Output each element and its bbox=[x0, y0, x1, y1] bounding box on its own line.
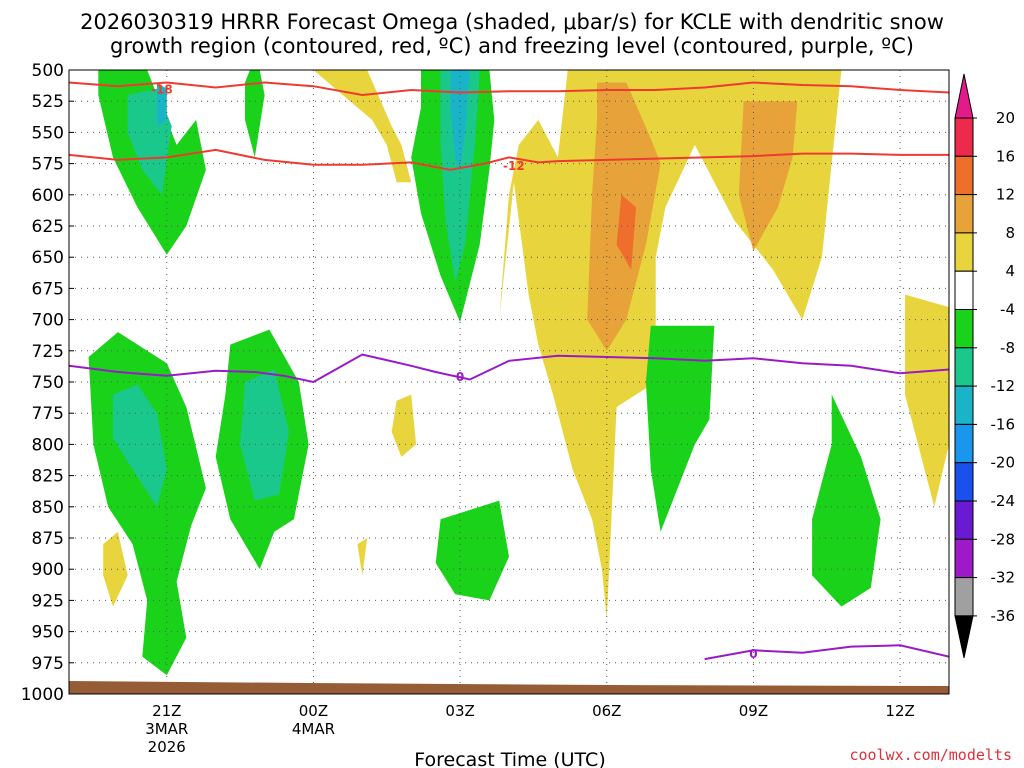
colorbar-label--16: -16 bbox=[991, 415, 1016, 433]
y-tick-label-925: 925 bbox=[32, 591, 64, 611]
omega-region-12-10 bbox=[616, 194, 637, 270]
y-axis: 500 525 550 575 600 625 650 675 700 725 750 775 800 8… bbox=[21, 61, 74, 705]
y-tick-label-825: 825 bbox=[32, 467, 64, 487]
y-tick-label-800: 800 bbox=[32, 435, 64, 455]
omega-region--12-14 bbox=[113, 384, 167, 507]
colorbar-label-8: 8 bbox=[1005, 224, 1015, 242]
omega-region-4-4 bbox=[313, 70, 412, 183]
y-tick-label-750: 750 bbox=[32, 373, 64, 393]
colorbar-label-20: 20 bbox=[996, 109, 1015, 127]
y-tick-label-700: 700 bbox=[32, 311, 64, 331]
contour-label-3: 0 bbox=[749, 647, 757, 661]
omega-region--8-13 bbox=[88, 332, 206, 676]
y-tick-label-675: 675 bbox=[32, 279, 64, 299]
colorbar-swatch-1 bbox=[954, 155, 974, 196]
y-tick-label-1000: 1000 bbox=[21, 685, 64, 705]
omega-region--16-2 bbox=[157, 82, 167, 127]
colorbar-swatch-2 bbox=[954, 194, 974, 234]
colorbar-swatch-10 bbox=[954, 500, 974, 540]
x-axis-label: Forecast Time (UTC) bbox=[414, 749, 605, 768]
y-tick-label-975: 975 bbox=[32, 654, 64, 674]
colorbar-swatch-9 bbox=[954, 462, 974, 502]
contour-label-2: 0 bbox=[456, 370, 464, 384]
omega-region--8-3 bbox=[245, 70, 265, 158]
y-tick-label-550: 550 bbox=[32, 123, 64, 143]
contour-label-1: -12 bbox=[503, 159, 525, 173]
chart-title-line2: growth region (contoured, red, ºC) and f… bbox=[110, 34, 914, 58]
colorbar-label--4: -4 bbox=[1000, 301, 1015, 319]
x-tick-date-00Z: 4MAR bbox=[292, 720, 335, 738]
colorbar-swatch-6 bbox=[954, 347, 974, 387]
x-tick-label-21Z: 21Z bbox=[152, 702, 181, 720]
colorbar-label--32: -32 bbox=[991, 569, 1016, 587]
colorbar-label--20: -20 bbox=[991, 454, 1016, 472]
y-tick-label-850: 850 bbox=[32, 498, 64, 518]
y-tick-label-600: 600 bbox=[32, 186, 64, 206]
omega-region--8-12 bbox=[645, 325, 715, 532]
y-tick-label-650: 650 bbox=[32, 248, 64, 268]
omega-region--16-7 bbox=[450, 70, 470, 170]
colorbar-label--8: -8 bbox=[1000, 339, 1015, 357]
omega-region--8-18 bbox=[435, 500, 509, 601]
y-tick-label-500: 500 bbox=[32, 61, 64, 81]
y-tick-label-525: 525 bbox=[32, 92, 64, 112]
colorbar-swatch-12 bbox=[954, 577, 974, 617]
omega-region--12-16 bbox=[240, 369, 289, 501]
colorbar-label-16: 16 bbox=[996, 147, 1015, 165]
colorbar-label-4: 4 bbox=[1005, 262, 1015, 280]
terrain bbox=[69, 681, 949, 694]
contour-label-0: -18 bbox=[151, 83, 173, 97]
colorbar-label--24: -24 bbox=[991, 492, 1016, 510]
colorbar-label-12: 12 bbox=[996, 186, 1015, 204]
y-tick-label-625: 625 bbox=[32, 217, 64, 237]
colorbar-label--28: -28 bbox=[991, 530, 1016, 548]
x-tick-label-06Z: 06Z bbox=[592, 702, 621, 720]
contour-line-2 bbox=[69, 353, 949, 384]
terrain-fill bbox=[69, 681, 949, 694]
colorbar-swatch-0 bbox=[954, 117, 974, 157]
colorbar-bottom-arrow bbox=[954, 615, 974, 659]
omega-region-4-8 bbox=[489, 70, 949, 620]
contour-line-1 bbox=[69, 148, 949, 171]
omega-region--12-6 bbox=[440, 70, 480, 283]
y-tick-label-575: 575 bbox=[32, 155, 64, 175]
colorbar: 20 16 12 8 4 -4 -8 -12 -16 -20 -24 -28 -32 -36 bbox=[954, 73, 1016, 659]
y-tick-label-875: 875 bbox=[32, 529, 64, 549]
x-tick-label-12Z: 12Z bbox=[885, 702, 914, 720]
contour-line-3 bbox=[704, 644, 949, 661]
colorbar-swatch-11 bbox=[954, 538, 974, 579]
y-tick-label-725: 725 bbox=[32, 342, 64, 362]
omega-region-8-11 bbox=[738, 101, 798, 251]
omega-shading bbox=[88, 70, 949, 676]
x-tick-year-21Z: 2026 bbox=[148, 738, 186, 756]
y-tick-label-775: 775 bbox=[32, 404, 64, 424]
colorbar-top-arrow bbox=[954, 73, 974, 119]
omega-region--8-19 bbox=[812, 394, 881, 607]
temperature-contours: -18 -12 0 0 bbox=[69, 81, 949, 661]
x-tick-label-09Z: 09Z bbox=[739, 702, 768, 720]
colorbar-label--12: -12 bbox=[991, 377, 1016, 395]
omega-region-4-22 bbox=[357, 538, 368, 576]
x-tick-label-03Z: 03Z bbox=[445, 702, 474, 720]
x-tick-label-00Z: 00Z bbox=[299, 702, 328, 720]
credit-text[interactable]: coolwx.com/modelts bbox=[849, 746, 1012, 764]
contour-line-0 bbox=[69, 81, 949, 97]
colorbar-swatch-5 bbox=[954, 309, 974, 349]
omega-region-4-21 bbox=[103, 531, 128, 607]
colorbar-swatch-4 bbox=[954, 270, 974, 311]
colorbar-swatch-8 bbox=[954, 423, 974, 464]
omega-region-4-17 bbox=[391, 394, 417, 457]
colorbar-label--36: -36 bbox=[991, 607, 1016, 625]
colorbar-swatch-3 bbox=[954, 232, 974, 272]
omega-region-4-20 bbox=[905, 294, 949, 507]
y-tick-label-900: 900 bbox=[32, 560, 64, 580]
chart-title-line1: 2026030319 HRRR Forecast Omega (shaded, … bbox=[80, 10, 944, 34]
y-tick-label-950: 950 bbox=[32, 623, 64, 643]
x-tick-date-21Z: 3MAR bbox=[145, 720, 188, 738]
colorbar-swatch-7 bbox=[954, 385, 974, 425]
